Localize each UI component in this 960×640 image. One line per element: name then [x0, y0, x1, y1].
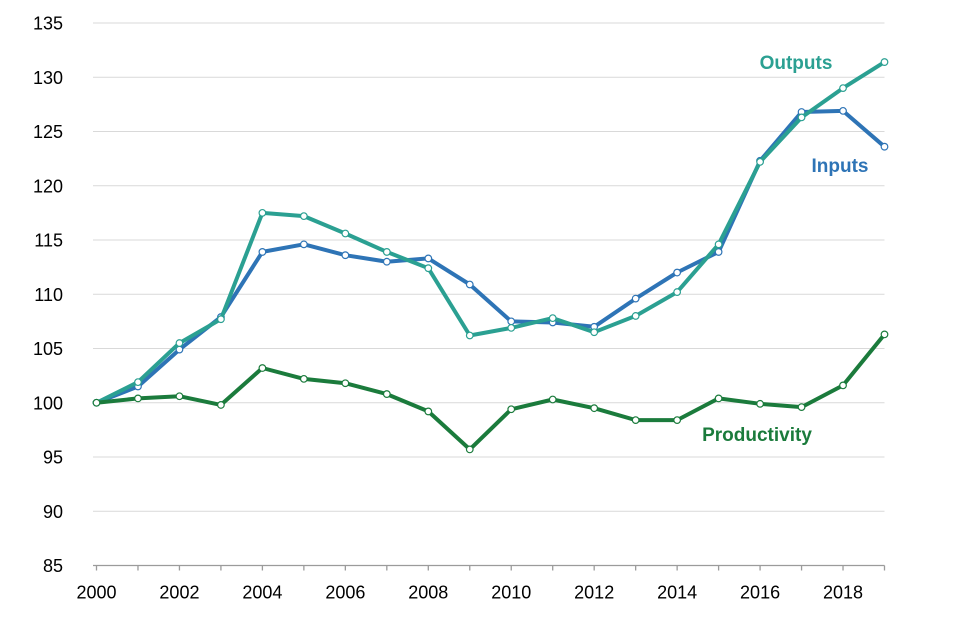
data-point-outputs-2007	[382, 248, 391, 256]
series-label-inputs: Inputs	[812, 156, 869, 177]
data-point-productivity-2016	[756, 399, 764, 408]
y-tick-label: 105	[33, 339, 63, 359]
data-point-inputs-2005	[299, 240, 308, 249]
data-point-outputs-2003	[217, 315, 225, 324]
data-point-productivity-2004	[258, 364, 267, 372]
data-point-inputs-2013	[631, 294, 640, 303]
x-tick-label: 2010	[491, 583, 531, 603]
data-point-productivity-2014	[673, 416, 682, 425]
y-tick-label: 115	[34, 231, 63, 251]
data-point-inputs-2007	[382, 257, 391, 266]
data-point-inputs-2006	[341, 251, 350, 260]
data-point-outputs-2017	[797, 113, 806, 122]
data-point-productivity-2013	[631, 416, 640, 425]
data-point-outputs-2013	[631, 312, 640, 320]
y-tick-label: 110	[34, 285, 63, 305]
data-point-productivity-2007	[382, 390, 391, 398]
x-tick-label: 2002	[159, 583, 199, 603]
data-point-productivity-2019	[880, 330, 889, 339]
y-tick-label: 100	[33, 393, 63, 413]
series-label-productivity: Productivity	[702, 425, 812, 446]
y-tick-label: 95	[43, 448, 63, 468]
data-point-productivity-2012	[590, 404, 599, 413]
series-line-outputs	[94, 60, 887, 405]
data-point-inputs-2018	[839, 106, 847, 115]
data-point-productivity-2008	[424, 407, 433, 416]
data-point-productivity-2009	[465, 445, 474, 454]
data-point-productivity-2002	[175, 392, 184, 401]
data-point-inputs-2010	[507, 317, 516, 326]
y-tick-label: 125	[33, 122, 63, 142]
data-point-outputs-2001	[134, 378, 142, 387]
y-tick-label: 135	[33, 14, 63, 34]
data-point-outputs-2009	[465, 331, 474, 340]
data-point-productivity-2003	[217, 401, 225, 409]
data-point-outputs-2018	[839, 84, 847, 92]
data-point-productivity-2011	[548, 395, 557, 404]
data-point-productivity-2010	[507, 405, 516, 414]
x-tick-label: 2016	[740, 583, 780, 603]
data-point-outputs-2002	[175, 339, 184, 347]
data-point-outputs-2005	[299, 212, 308, 221]
data-point-outputs-2019	[880, 58, 889, 66]
data-point-productivity-2000	[92, 398, 101, 407]
data-point-outputs-2004	[258, 208, 267, 217]
y-tick-label: 120	[33, 176, 63, 196]
data-point-inputs-2009	[465, 280, 474, 289]
data-point-productivity-2001	[134, 394, 142, 403]
y-tick-label: 90	[43, 502, 63, 522]
x-tick-label: 2000	[76, 583, 116, 603]
x-tick-label: 2008	[408, 583, 448, 603]
x-tick-label: 2006	[325, 583, 365, 603]
x-tick-label: 2018	[823, 583, 863, 603]
series-label-outputs: Outputs	[760, 53, 833, 74]
data-point-productivity-2018	[839, 381, 847, 390]
data-point-outputs-2016	[756, 157, 764, 166]
series-line-productivity	[94, 332, 887, 452]
data-point-outputs-2015	[714, 240, 723, 249]
data-point-productivity-2017	[797, 403, 806, 411]
y-tick-label: 130	[33, 68, 63, 88]
data-point-inputs-2014	[673, 268, 682, 277]
y-tick-label: 85	[43, 556, 63, 576]
data-point-inputs-2015	[714, 248, 723, 256]
data-point-inputs-2008	[424, 254, 433, 263]
data-point-productivity-2005	[299, 374, 308, 383]
data-point-inputs-2019	[880, 142, 889, 151]
x-tick-label: 2014	[657, 583, 697, 603]
x-tick-label: 2012	[574, 583, 614, 603]
data-point-outputs-2010	[507, 323, 516, 332]
data-point-inputs-2004	[258, 248, 267, 256]
data-point-outputs-2012	[590, 328, 599, 337]
data-point-productivity-2006	[341, 379, 350, 388]
data-point-productivity-2015	[714, 394, 723, 403]
data-point-outputs-2008	[424, 264, 433, 273]
data-point-outputs-2006	[341, 229, 350, 238]
data-point-outputs-2011	[548, 314, 557, 323]
data-point-outputs-2014	[673, 288, 682, 296]
x-tick-label: 2004	[242, 583, 282, 603]
